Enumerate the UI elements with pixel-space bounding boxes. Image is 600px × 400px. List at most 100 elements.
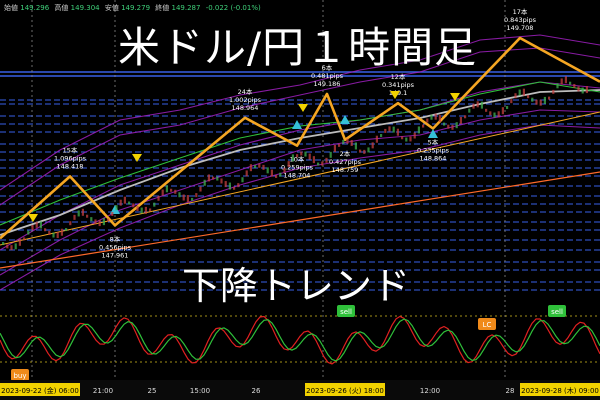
low-value: 149.279 — [121, 4, 151, 12]
zigzag-label-line: 15本 — [63, 145, 78, 154]
time-axis-highlight — [305, 383, 385, 396]
candle — [228, 182, 231, 190]
candle — [518, 89, 521, 96]
candle — [371, 142, 374, 149]
oscillator-line-fast — [0, 315, 600, 365]
zigzag-label-line: 12本 — [391, 72, 406, 81]
zigzag-label-line: 0.259pips — [281, 164, 314, 172]
oscillator-signal-label: LC — [483, 321, 492, 329]
low-label: 安値 — [104, 4, 119, 12]
candle — [23, 237, 26, 241]
buy-signal-arrow — [292, 120, 302, 129]
candle — [237, 183, 240, 188]
candle — [195, 193, 198, 198]
candle — [417, 126, 420, 134]
time-axis-tick: 15:00 — [190, 387, 210, 395]
candle — [581, 87, 584, 94]
candle — [69, 221, 72, 226]
oscillator-signal-badge — [548, 305, 566, 317]
time-axis-highlight — [520, 383, 600, 396]
candle — [510, 99, 513, 104]
candle — [266, 167, 269, 174]
candle — [354, 142, 357, 150]
candle — [380, 134, 383, 138]
candle — [140, 207, 143, 214]
sell-signal-arrow — [298, 104, 308, 112]
candle — [128, 201, 131, 205]
zigzag-label-line: 148.704 — [284, 172, 311, 180]
buy-signal-arrow — [428, 129, 438, 138]
close-label: 終値 — [155, 4, 170, 12]
zigzag-label-line: 0.843pips — [504, 16, 537, 24]
zigzag-label-line: 24本 — [238, 87, 253, 96]
time-axis-highlight — [0, 383, 80, 396]
zigzag-label-line: 0.235pips — [417, 146, 450, 154]
sell-signal-arrow — [390, 91, 400, 99]
candle — [308, 153, 311, 160]
candle — [413, 132, 416, 139]
candle — [115, 205, 118, 211]
candle — [569, 81, 572, 85]
candle — [203, 179, 206, 186]
candle — [384, 128, 387, 133]
candle — [375, 135, 378, 143]
ohlc-readout: 始値 149.296 高値 149.304 安値 149.279 終値 149.… — [4, 3, 264, 13]
zigzag-label: 24本 1.002pips 148.964 — [229, 87, 262, 112]
oscillator-signal-label: sell — [551, 308, 563, 316]
sell-signal-arrow — [28, 214, 38, 222]
zigzag-label: 10本 0.259pips 148.704 — [281, 155, 314, 180]
zigzag-label: 2本 0.427pips 148.759 — [329, 149, 362, 174]
candle — [174, 189, 177, 194]
candle — [434, 113, 437, 120]
zigzag-label-line: 6本 — [322, 63, 333, 72]
candle — [102, 218, 105, 226]
candle — [573, 83, 576, 88]
candle — [535, 99, 538, 105]
candle — [443, 122, 446, 126]
change-value: -0.022 (-0.01%) — [205, 4, 261, 12]
candle — [81, 208, 84, 216]
time-axis-tick: 2023-09-26 (火) 18:00 — [306, 387, 384, 395]
time-axis-tick: 2023-09-22 (金) 06:00 — [1, 386, 79, 395]
candle — [241, 177, 244, 183]
candle — [426, 118, 429, 123]
candle — [455, 122, 458, 129]
candle — [468, 108, 471, 113]
candle — [14, 243, 17, 250]
band-line — [0, 47, 600, 206]
candle — [136, 205, 139, 211]
candle — [212, 176, 215, 180]
zigzag-label: 6本 0.481pips 149.186 — [311, 63, 344, 88]
candle — [493, 112, 496, 118]
candle — [161, 189, 164, 196]
candle — [56, 232, 59, 239]
band-line — [0, 81, 600, 251]
time-axis-tick: 2023-09-28 (木) 09:00 — [521, 386, 599, 395]
candle — [388, 126, 391, 132]
candle — [220, 178, 223, 184]
candle — [73, 214, 76, 220]
zigzag-label-line: 148.759 — [332, 166, 359, 174]
candle — [548, 96, 551, 100]
candle — [480, 101, 483, 109]
time-axis-tick: 12:00 — [420, 387, 440, 395]
zigzag-label: 8本 0.456pips 147.961 — [99, 234, 132, 259]
candle — [514, 93, 517, 99]
candle — [333, 144, 336, 152]
candle — [233, 186, 236, 190]
candle — [186, 195, 189, 203]
candle — [52, 232, 55, 238]
candle — [564, 76, 567, 84]
candle — [325, 157, 328, 163]
candle — [245, 170, 248, 177]
candle — [405, 137, 408, 142]
candle — [123, 196, 126, 204]
candle — [18, 238, 21, 246]
zigzag-label-line: 17本 — [513, 7, 528, 16]
candle — [90, 217, 93, 222]
candle — [107, 218, 110, 222]
zigzag-label-line: 149.186 — [314, 80, 341, 88]
candle — [279, 172, 282, 177]
zigzag-line — [0, 36, 600, 240]
buy-signal-arrow — [110, 205, 120, 214]
